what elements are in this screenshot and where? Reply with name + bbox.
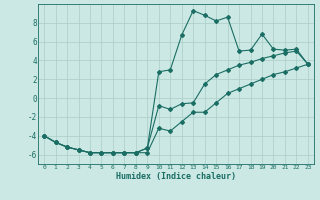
X-axis label: Humidex (Indice chaleur): Humidex (Indice chaleur) (116, 172, 236, 181)
